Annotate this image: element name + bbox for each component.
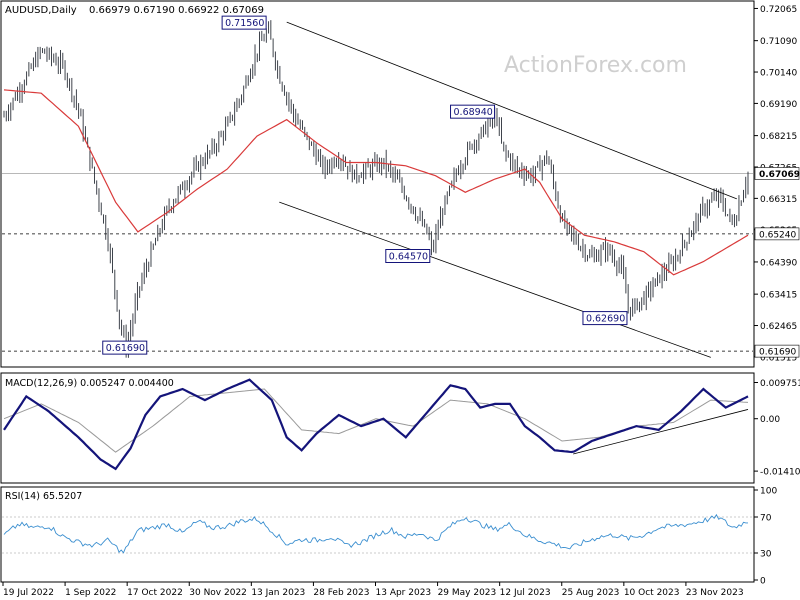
rsi-y-tick-label: 100 [760,487,777,497]
macd-y-tick-label: 0.009751 [760,379,800,389]
x-tick-label: 29 May 2023 [438,588,497,598]
moving-average-line [3,89,749,276]
x-tick-label: 19 Jul 2022 [3,588,54,598]
annotation-label: 0.71560 [225,18,264,29]
x-tick-label: 17 Oct 2022 [127,588,183,598]
ohlc-label: 0.66979 0.67190 0.66922 0.67069 [89,5,264,16]
x-tick-label: 13 Apr 2023 [376,588,432,598]
annotation-label: 0.61690 [106,343,145,354]
macd-title: MACD(12,26,9) 0.005247 0.004400 [5,378,174,389]
price-y-tick-label: 0.66315 [760,195,797,205]
price-layer: 0.71560 0.68940 0.64570 0.62690 0.61690 [2,15,753,358]
x-tick-label: 12 Jul 2023 [500,588,551,598]
current-price-box [754,167,800,180]
x-tick-label: 23 Nov 2023 [686,588,744,598]
x-tick-label: 30 Nov 2022 [189,588,247,598]
annotation-box [221,15,267,30]
macd-line [3,378,749,471]
axis-layer: 0.720650.710900.701400.691900.682150.672… [2,5,800,598]
rsi-y-tick-label: 70 [760,514,772,524]
annotation-label: 0.64570 [389,252,428,263]
watermark: ActionForex.com [504,53,687,78]
macd-y-tick-label: -0.014107 [760,468,800,478]
macd-y-tick-label: 0.00 [760,415,780,425]
rsi-layer [2,513,753,554]
symbol-label: AUDUSD,Daily [5,5,77,16]
annotation-label: 0.62690 [586,314,625,325]
price-panel-frame [0,0,755,368]
rsi-panel-frame [0,486,755,583]
macd-trendline [573,409,749,455]
macd-panel-frame [0,372,755,484]
header-label: AUDUSD,Daily 0.66979 0.67190 0.66922 0.6… [5,5,264,16]
price-y-tick-label: 0.68215 [760,132,797,142]
price-y-tick-label: 0.62465 [760,322,797,332]
x-tick-label: 10 Oct 2023 [624,588,680,598]
price-y-tick-label: 0.72065 [760,5,797,15]
price-y-tick-label: 0.61515 [760,353,797,363]
x-tick-label: 28 Feb 2023 [313,588,369,598]
channel-upper-line [286,21,737,200]
level-label: 0.61690 [759,348,796,358]
x-tick-label: 1 Sep 2022 [65,588,116,598]
rsi-line [3,513,748,554]
price-y-tick-label: 0.71090 [760,37,797,47]
level-label-box [754,227,800,241]
annotation-box [385,249,431,263]
macd-layer [3,378,749,471]
rsi-y-tick-label: 30 [760,550,772,560]
price-y-tick-label: 0.63415 [760,291,797,301]
annotation-box [102,340,148,355]
level-label: 0.65240 [759,230,796,240]
x-tick-label: 13 Jan 2023 [251,588,305,598]
price-y-tick-label: 0.69190 [760,100,797,110]
current-price-label: 0.67069 [759,170,800,180]
rsi-title: RSI(14) 65.5207 [5,491,82,502]
channel-lower-line [279,201,711,358]
price-y-tick-label: 0.64390 [760,258,797,268]
level-label-box [754,344,800,358]
x-tick-label: 25 Aug 2023 [562,588,620,598]
annotation-label: 0.68940 [454,107,493,118]
rsi-y-tick-label: 0 [760,577,766,587]
price-y-tick-label: 0.70140 [760,69,797,79]
annotation-box [582,311,628,326]
annotation-box [450,104,496,119]
